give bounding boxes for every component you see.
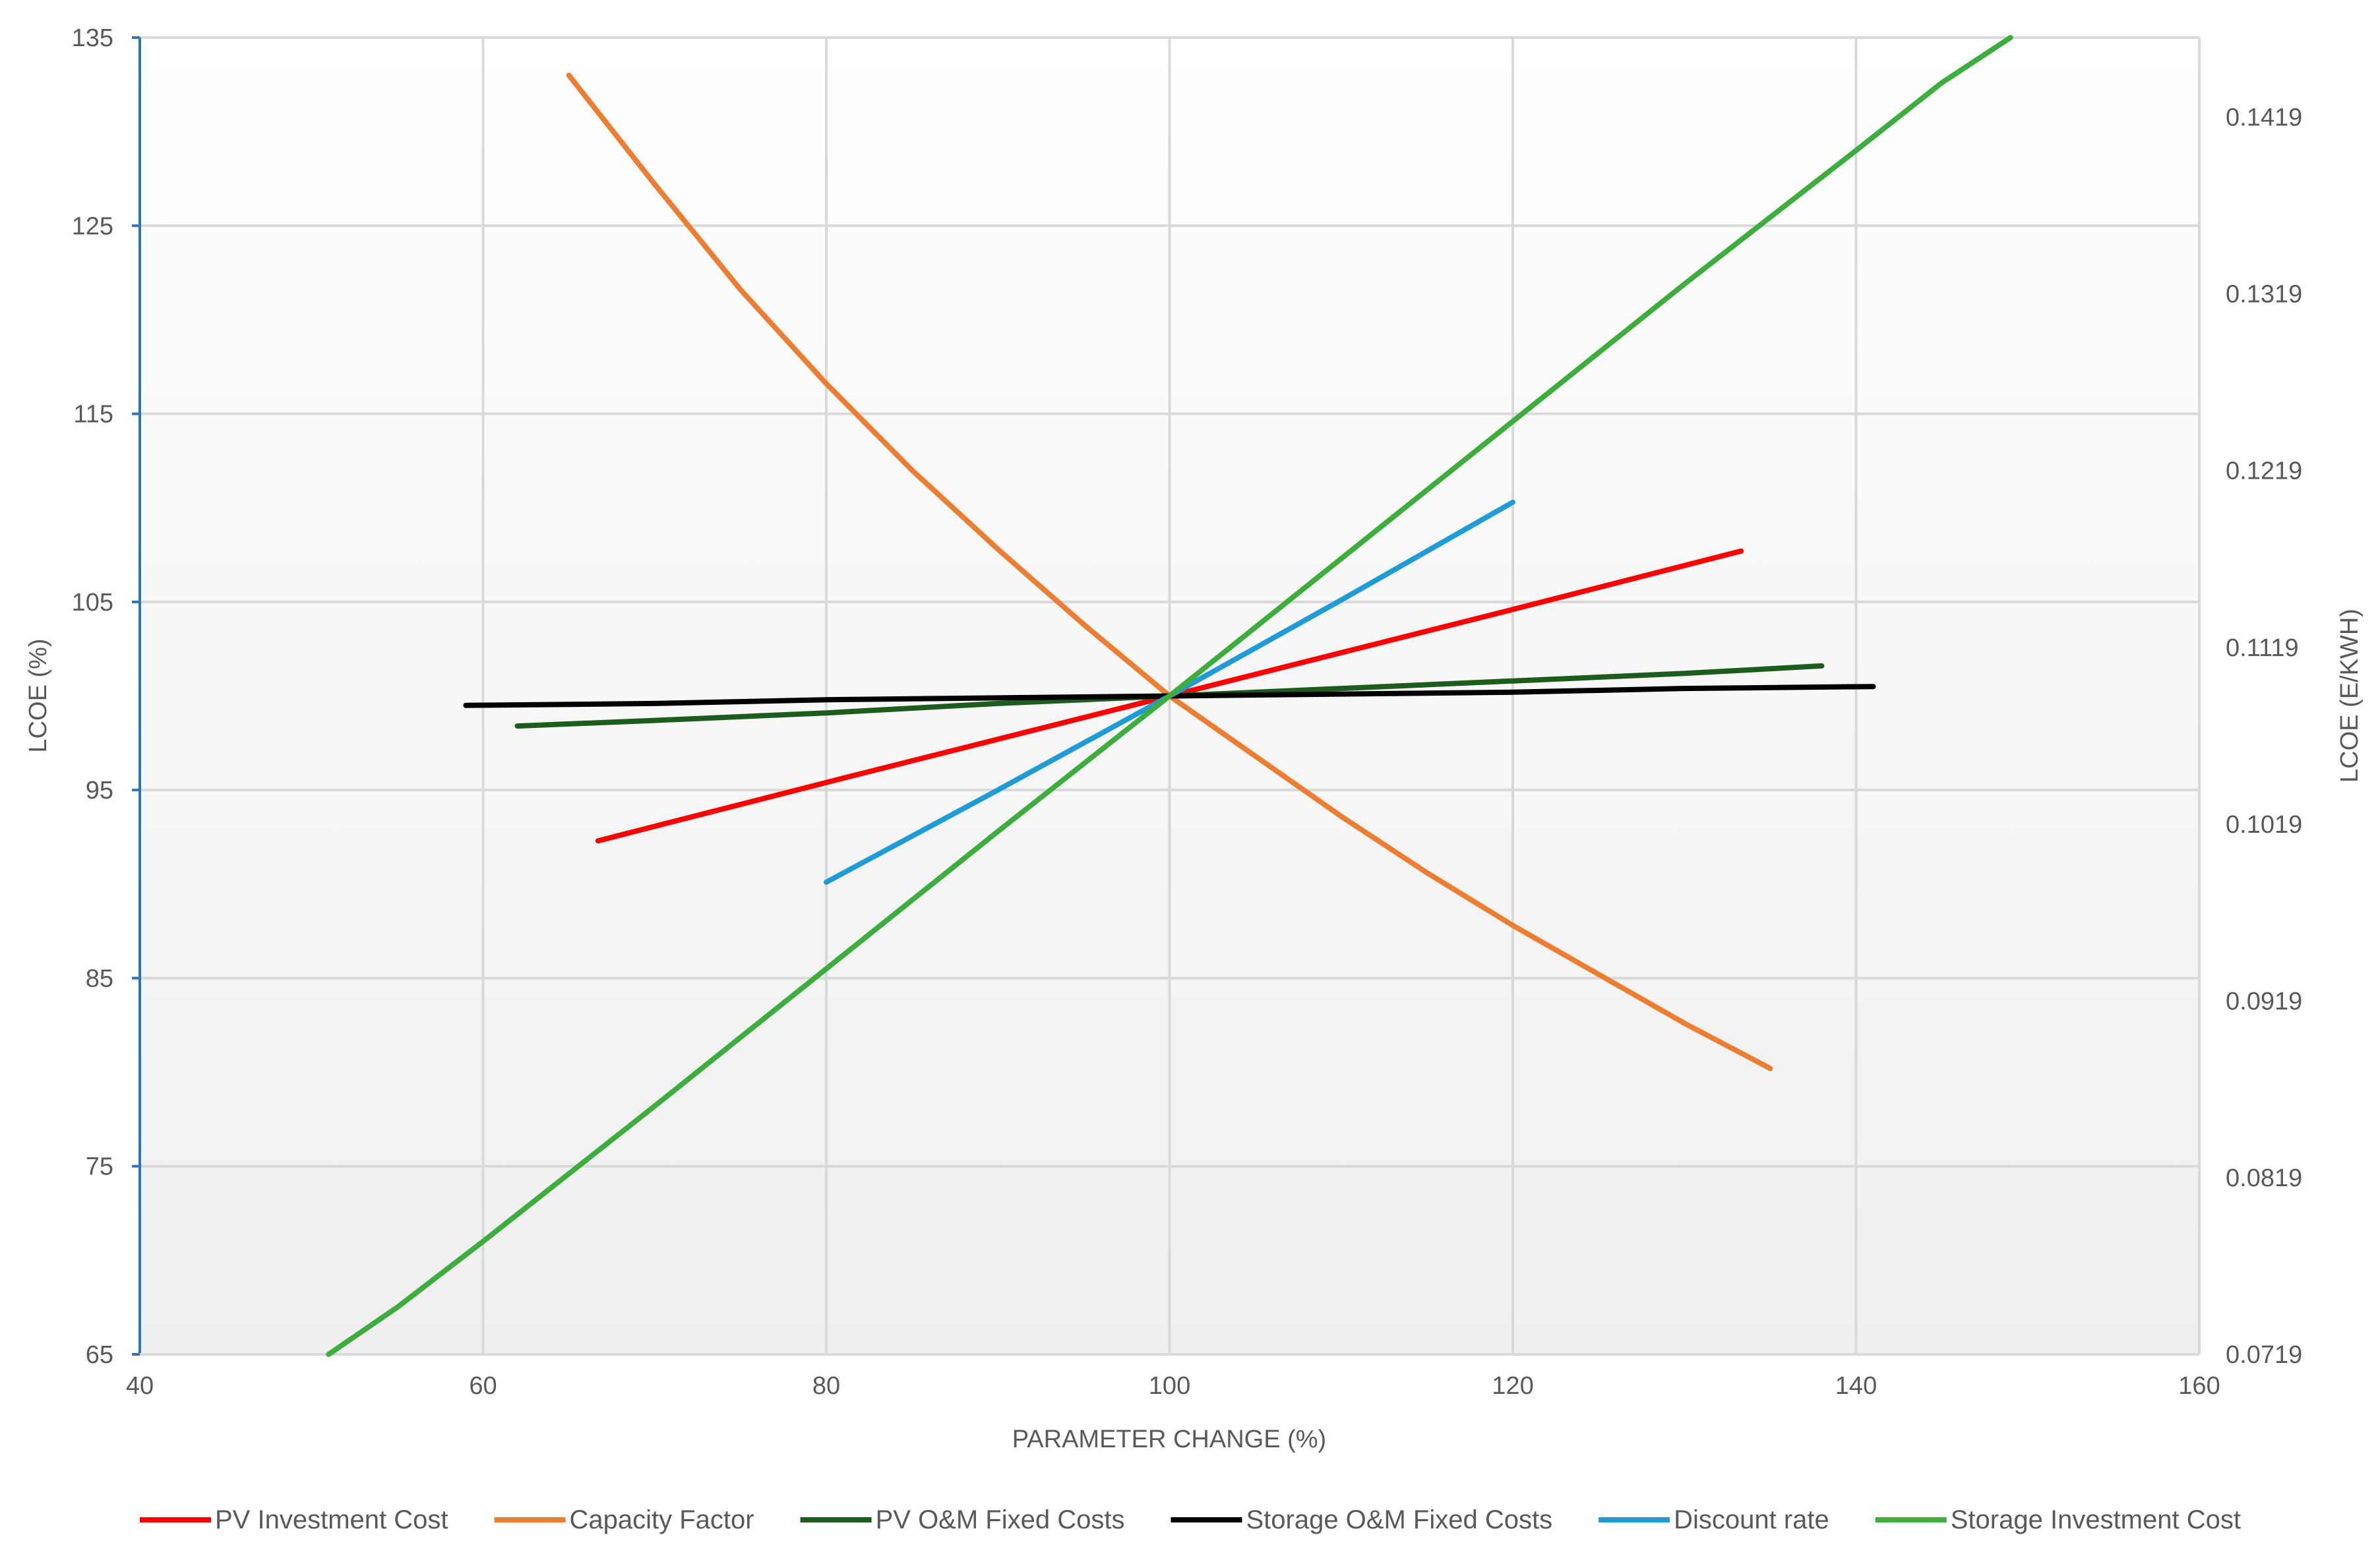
y2-tick-label: 0.0919 (2226, 988, 2302, 1015)
y-tick-label: 135 (72, 24, 113, 52)
y2-tick-label: 0.1419 (2226, 104, 2302, 132)
legend: PV Investment Cost Capacity Factor PV O&M … (140, 1505, 2241, 1534)
axes (132, 36, 2199, 1356)
y2-tick-label: 0.1019 (2226, 811, 2302, 839)
x-tick-label: 120 (1492, 1372, 1533, 1400)
y-axis-title: LCOE (%) (24, 638, 52, 752)
legend-label: Storage O&M Fixed Costs (1246, 1505, 1552, 1534)
y-tick-label: 125 (72, 212, 113, 240)
y-tick-label: 85 (86, 965, 113, 992)
legend-label: Capacity Factor (569, 1505, 754, 1534)
x-tick-label: 140 (1835, 1372, 1877, 1400)
y2-tick-label: 0.1119 (2226, 634, 2299, 662)
y-tick-label: 65 (86, 1341, 113, 1369)
y2-tick-label: 0.1219 (2226, 458, 2302, 485)
y2-tick-label: 0.0819 (2226, 1164, 2302, 1192)
y-tick-label: 105 (72, 589, 113, 617)
x-tick-label: 100 (1149, 1372, 1190, 1400)
x-axis-title: PARAMETER CHANGE (%) (1012, 1426, 1326, 1453)
legend-item: Discount rate (1599, 1505, 1829, 1534)
y-tick-label: 95 (86, 777, 113, 804)
tick-labels: 40 60 80 100 120 140 160 65 75 85 95 105 115 125 135 0.… (72, 24, 2303, 1400)
x-tick-label: 60 (469, 1372, 497, 1400)
legend-item: Storage O&M Fixed Costs (1171, 1505, 1552, 1534)
y2-tick-label: 0.0719 (2226, 1341, 2302, 1369)
legend-label: PV Investment Cost (215, 1505, 448, 1534)
legend-label: Discount rate (1674, 1505, 1829, 1534)
y-tick-label: 75 (86, 1153, 113, 1181)
y2-tick-label: 0.1319 (2226, 281, 2302, 309)
series-lines (326, 35, 2013, 1357)
x-tick-label: 80 (812, 1372, 840, 1400)
y-tick-label: 115 (73, 401, 113, 429)
legend-label: PV O&M Fixed Costs (876, 1505, 1125, 1534)
y2-axis-title: LCOE (E/KWH) (2336, 609, 2364, 783)
legend-item: PV O&M Fixed Costs (800, 1505, 1125, 1534)
legend-label: Storage Investment Cost (1951, 1505, 2241, 1534)
series-line-storage-investment-cost (326, 35, 2013, 1357)
x-tick-label: 40 (126, 1372, 154, 1400)
legend-item: PV Investment Cost (140, 1505, 448, 1534)
x-tick-label: 160 (2178, 1372, 2220, 1400)
legend-item: Storage Investment Cost (1875, 1505, 2241, 1534)
legend-item: Capacity Factor (494, 1505, 754, 1534)
